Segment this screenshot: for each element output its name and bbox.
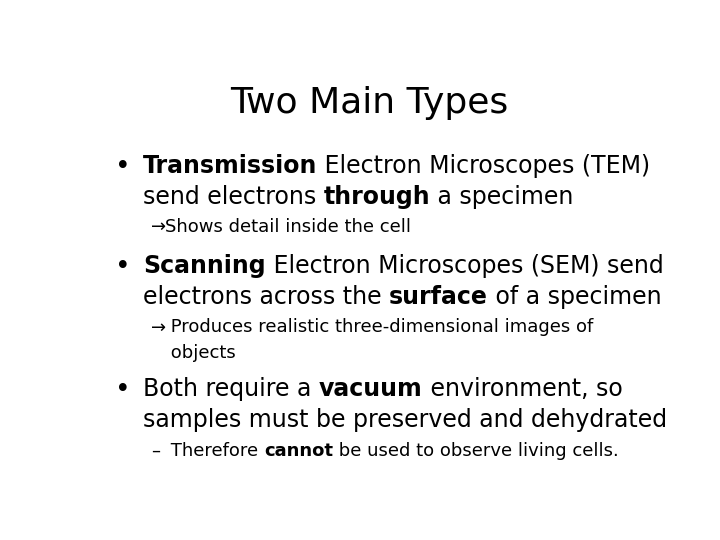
Text: objects: objects [166, 344, 236, 362]
Text: •: • [115, 154, 131, 180]
Text: Electron Microscopes (TEM): Electron Microscopes (TEM) [318, 154, 650, 178]
Text: Electron Microscopes (SEM) send: Electron Microscopes (SEM) send [266, 254, 663, 279]
Text: surface: surface [389, 285, 488, 309]
Text: Produces realistic three-dimensional images of: Produces realistic three-dimensional ima… [166, 319, 593, 336]
Text: Transmission: Transmission [143, 154, 318, 178]
Text: vacuum: vacuum [319, 377, 423, 401]
Text: Two Main Types: Two Main Types [230, 85, 508, 119]
Text: electrons across the: electrons across the [143, 285, 389, 309]
Text: samples must be preserved and dehydrated: samples must be preserved and dehydrated [143, 408, 667, 432]
Text: →: → [151, 218, 166, 236]
Text: environment, so: environment, so [423, 377, 622, 401]
Text: –: – [151, 442, 161, 460]
Text: through: through [324, 185, 431, 208]
Text: Shows detail inside the cell: Shows detail inside the cell [166, 218, 411, 236]
Text: be used to observe living cells.: be used to observe living cells. [333, 442, 619, 460]
Text: •: • [115, 377, 131, 403]
Text: Therefore: Therefore [166, 442, 264, 460]
Text: Scanning: Scanning [143, 254, 266, 279]
Text: cannot: cannot [264, 442, 333, 460]
Text: send electrons: send electrons [143, 185, 324, 208]
Text: →: → [151, 319, 166, 336]
Text: •: • [115, 254, 131, 280]
Text: a specimen: a specimen [431, 185, 574, 208]
Text: Both require a: Both require a [143, 377, 319, 401]
Text: of a specimen: of a specimen [488, 285, 662, 309]
